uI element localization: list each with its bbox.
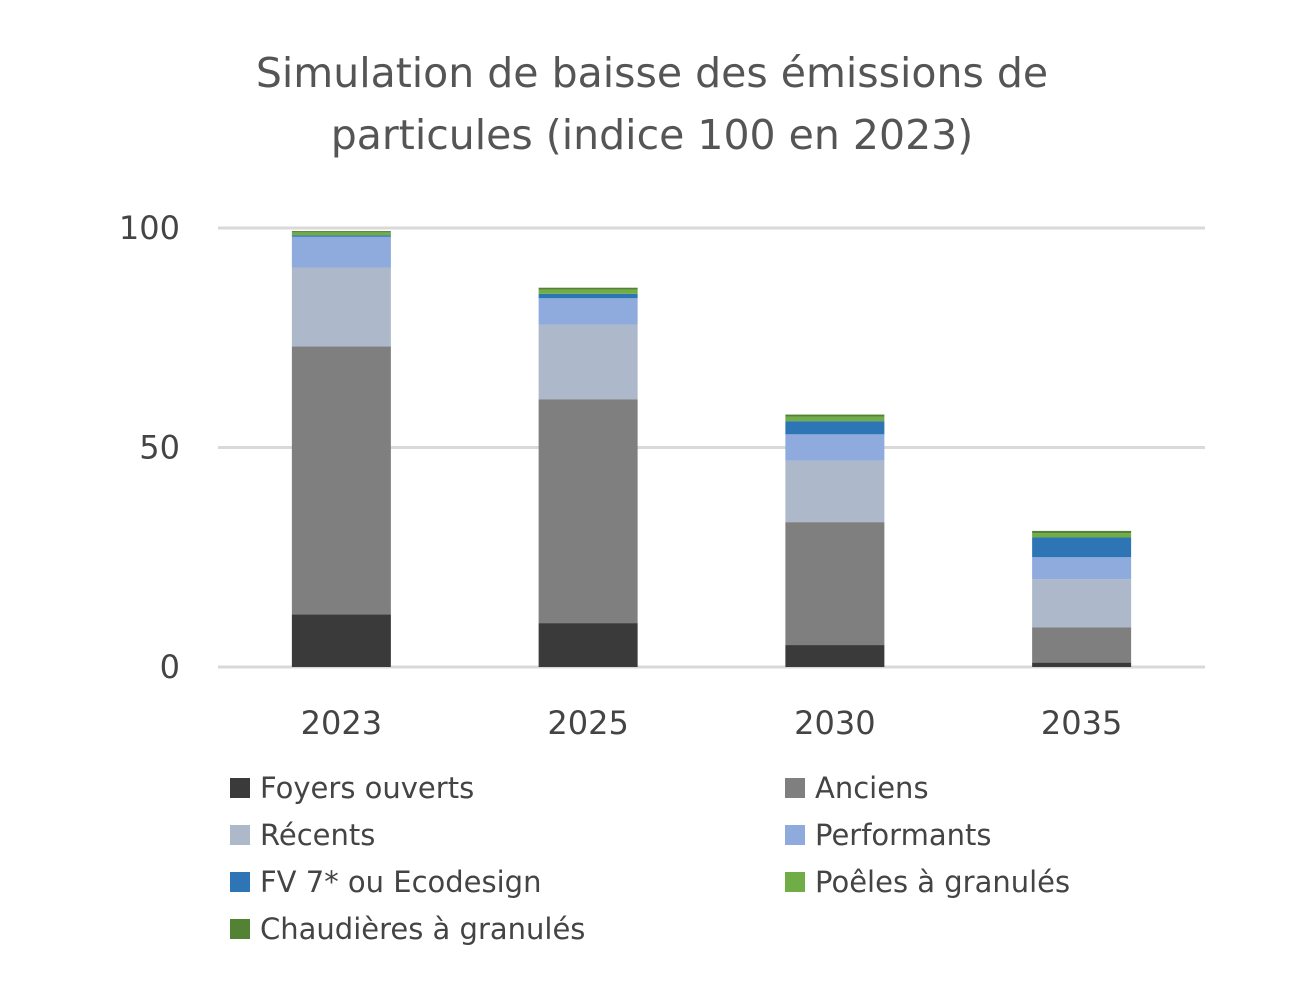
bar-segment bbox=[538, 293, 638, 299]
bar-segment bbox=[785, 414, 885, 417]
legend-item: Récents bbox=[230, 811, 785, 858]
legend-swatch bbox=[230, 777, 250, 798]
legend-label: Récents bbox=[260, 817, 376, 852]
legend-label: Chaudières à granulés bbox=[260, 911, 586, 946]
legend-swatch bbox=[785, 824, 805, 845]
legend-item: Foyers ouverts bbox=[230, 764, 785, 811]
bar-segment bbox=[291, 236, 391, 268]
bar-segment bbox=[291, 232, 391, 236]
legend-label: Foyers ouverts bbox=[260, 770, 475, 805]
x-tick-label: 2023 bbox=[301, 704, 382, 742]
bar-segment bbox=[785, 645, 885, 667]
legend-swatch bbox=[230, 824, 250, 845]
legend-item: FV 7* ou Ecodesign bbox=[230, 858, 785, 905]
bar-segment bbox=[291, 231, 391, 233]
legend-label: Anciens bbox=[815, 770, 929, 805]
legend-item: Performants bbox=[785, 811, 1130, 858]
legend-label: Performants bbox=[815, 817, 992, 852]
bar-segment bbox=[785, 421, 885, 435]
legend-item: Poêles à granulés bbox=[785, 858, 1130, 905]
bar-segment bbox=[785, 416, 885, 422]
bar-segment bbox=[1032, 662, 1132, 667]
y-tick-label: 50 bbox=[139, 429, 180, 467]
bar-segment bbox=[1032, 533, 1132, 538]
bar-segment bbox=[785, 460, 885, 523]
bar-segment bbox=[538, 399, 638, 624]
chart-title-line-2: particules (indice 100 en 2023) bbox=[330, 111, 974, 159]
y-tick-label: 100 bbox=[119, 209, 180, 247]
x-tick-label: 2030 bbox=[794, 704, 875, 742]
legend-swatch bbox=[230, 918, 250, 939]
bar-segment bbox=[538, 289, 638, 294]
chart-plot-area: 0 50 100 2023 2025 2030 2035 bbox=[119, 209, 1205, 742]
x-tick-label: 2025 bbox=[547, 704, 628, 742]
legend-label: FV 7* ou Ecodesign bbox=[260, 864, 542, 899]
bar-segment bbox=[538, 623, 638, 667]
legend-swatch bbox=[785, 871, 805, 892]
legend-swatch bbox=[230, 871, 250, 892]
chart-title: Simulation de baisse des émissions de pa… bbox=[200, 42, 1104, 166]
bar-segment bbox=[1032, 530, 1132, 534]
bar-segment bbox=[538, 324, 638, 400]
bar-segment bbox=[1032, 627, 1132, 663]
bar-segment bbox=[291, 267, 391, 347]
x-tick-label: 2035 bbox=[1041, 704, 1122, 742]
bar-segment bbox=[1032, 537, 1132, 558]
y-tick-label: 0 bbox=[160, 648, 180, 686]
bar-segment bbox=[1032, 579, 1132, 628]
legend-item: Anciens bbox=[785, 764, 1130, 811]
bar-segment bbox=[291, 235, 391, 237]
legend-item: Chaudières à granulés bbox=[230, 905, 785, 952]
bar-segment bbox=[291, 614, 391, 667]
bar-segment bbox=[785, 522, 885, 646]
bar-segment bbox=[538, 287, 638, 290]
bar-segment bbox=[1032, 557, 1132, 580]
bar-segment bbox=[538, 298, 638, 325]
bar-segment bbox=[785, 434, 885, 461]
bar-segment bbox=[291, 346, 391, 615]
legend-label: Poêles à granulés bbox=[815, 864, 1071, 899]
chart-legend: Foyers ouverts Anciens Récents Performants F… bbox=[230, 764, 1130, 952]
legend-swatch bbox=[785, 777, 805, 798]
chart-title-line-1: Simulation de baisse des émissions de bbox=[255, 49, 1049, 97]
